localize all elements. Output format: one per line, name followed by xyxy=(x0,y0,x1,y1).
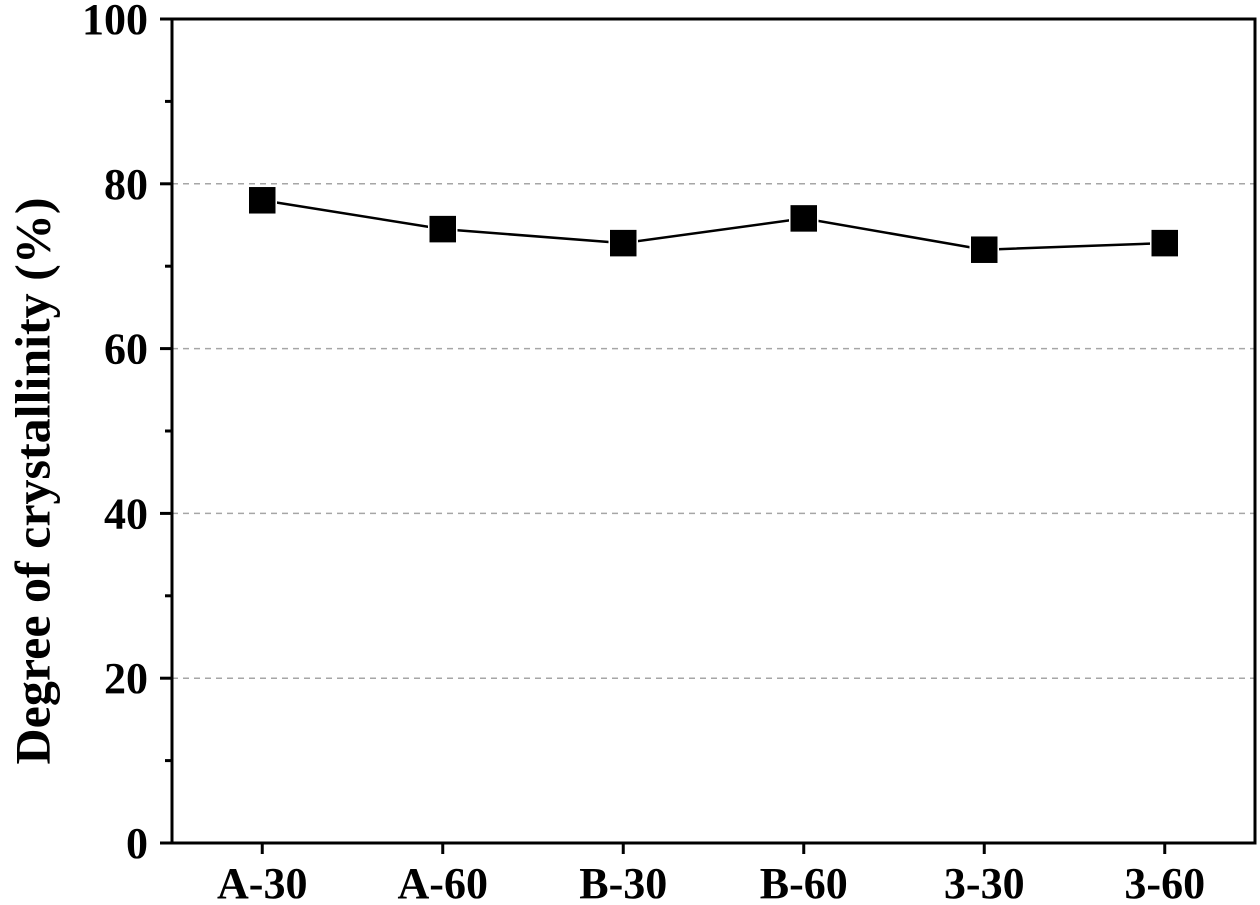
y-tick-label: 100 xyxy=(82,0,148,44)
data-point-marker xyxy=(1150,228,1180,258)
data-point-marker xyxy=(608,228,638,258)
data-point-marker xyxy=(969,234,999,265)
y-tick-label: 80 xyxy=(104,160,148,209)
series-line xyxy=(262,199,1165,251)
x-tick-label: 3-30 xyxy=(944,859,1025,905)
x-tick-label: B-60 xyxy=(760,859,848,905)
plot-frame xyxy=(170,17,1257,845)
data-point-marker xyxy=(247,185,277,216)
y-tick-label: 60 xyxy=(104,325,148,374)
x-tick-label: A-60 xyxy=(398,859,488,905)
series-markers xyxy=(247,185,1180,265)
data-point-marker xyxy=(789,203,819,234)
grid-lines xyxy=(172,183,1255,679)
x-tick-label: B-30 xyxy=(579,859,667,905)
data-point-marker xyxy=(428,214,458,244)
y-tick-label: 40 xyxy=(104,489,148,538)
y-axis-ticks: 0 20 40 60 80 100 xyxy=(82,0,172,868)
y-axis-title: Degree of crystallinity (%) xyxy=(4,198,60,765)
series-line-layer xyxy=(262,199,1165,251)
x-axis-ticks: A-30 A-60 B-30 B-60 3-30 3-60 xyxy=(217,843,1205,905)
axes xyxy=(170,17,1257,845)
x-tick-label: 3-60 xyxy=(1124,859,1205,905)
x-tick-label: A-30 xyxy=(217,859,307,905)
y-tick-label: 0 xyxy=(126,819,148,868)
y-tick-label: 20 xyxy=(104,654,148,703)
